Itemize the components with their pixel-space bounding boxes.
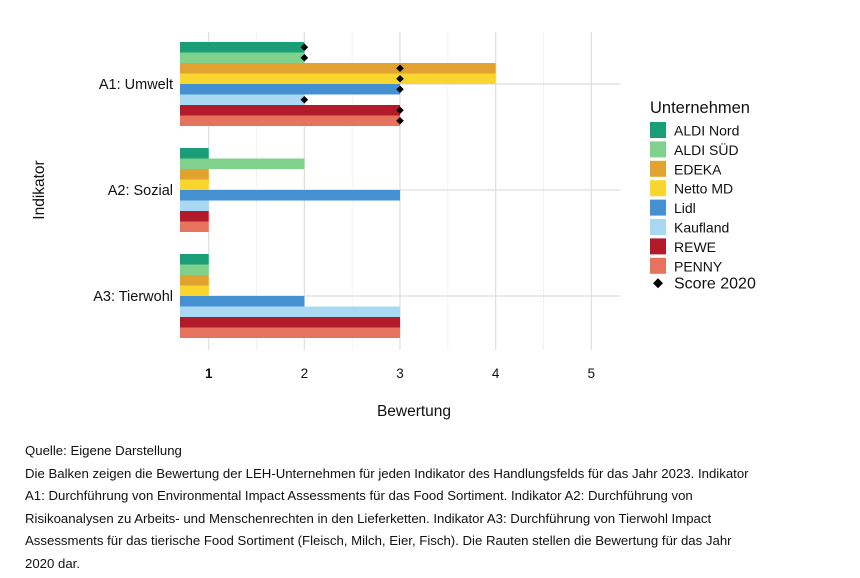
caption-line: Risikoanalysen zu Arbeits- und Menschenr… [25,510,712,526]
x-tick-label: 5 [588,366,596,381]
bar [180,317,400,328]
legend-title: Unternehmen [650,99,750,117]
bar [180,42,305,53]
legend-label: Lidl [674,200,696,216]
legend-swatch [650,180,666,197]
bar [180,148,209,159]
bar [180,105,400,116]
x-tick-label: 4 [492,366,500,381]
bar [180,221,209,232]
y-axis-label: Indikator [31,160,48,219]
legend-swatch [650,257,666,274]
score-2020-marker [396,85,404,94]
bar [180,63,496,74]
score-2020-marker [300,95,309,104]
category-label: A1: Umwelt [99,77,173,93]
score-2020-marker [396,64,404,73]
legend-swatch [650,219,666,235]
bar [180,200,209,211]
caption-line: Quelle: Eigene Darstellung [25,443,182,458]
bar [180,158,305,169]
figure-caption: Quelle: Eigene Darstellung Die Balken zei… [25,440,840,576]
caption-line: A1: Durchführung von Environmental Impac… [25,488,693,504]
x-tick-label: 3 [396,366,404,381]
legend-swatch [650,122,666,138]
bar [180,52,305,63]
score-2020-marker [396,116,404,125]
category-labels: A1: Umwelt A2: Sozial A3: Tierwohl [93,77,173,305]
bar [180,254,209,265]
legend-swatch [650,199,666,216]
bar [180,275,209,286]
legend-swatch [650,238,666,255]
legend-swatch [650,160,666,177]
legend-label: Netto MD [674,181,733,197]
x-tick-label: 2 [301,366,309,381]
caption-line: Die Balken zeigen die Bewertung der LEH-… [25,465,749,481]
bar [180,285,209,296]
bar [180,169,209,180]
bar [180,306,400,317]
caption-line: 2020 dar. [25,555,80,571]
category-label: A2: Sozial [108,183,173,199]
legend-label: ALDI Nord [674,123,739,139]
score-2020-marker [396,106,404,115]
bar [180,179,209,190]
bar [180,211,209,222]
bars [180,42,496,338]
score-2020-marker [396,74,404,83]
legend-label: Kaufland [674,220,729,236]
bar [180,296,305,307]
legend-marker-label: Score 2020 [674,276,756,293]
legend-label: ALDI SÜD [674,141,739,158]
score-2020-marker [300,53,309,62]
bar [180,264,209,275]
legend-label: EDEKA [674,161,722,177]
score-markers [300,43,404,125]
score-2020-marker [300,43,309,52]
x-axis-label: Bewertung [377,403,451,420]
caption-line: Assessments für das tierische Food Sorti… [25,533,732,549]
category-label: A3: Tierwohl [93,289,173,305]
legend-diamond-icon [653,278,663,289]
legend-swatch [650,141,666,158]
legend-label: REWE [674,239,716,255]
x-tick-label: 1 [205,366,213,381]
bar [180,94,305,105]
chart: A1: Umwelt A2: Sozial A3: Tierwohl 1 2 3 4 5 B… [31,32,756,420]
legend: Unternehmen ALDI Nord ALDI SÜD EDEKA Netto … [650,99,756,293]
x-tick-labels: 1 2 3 4 5 [205,366,595,381]
bar [180,327,400,338]
bar [180,73,496,84]
bar [180,190,400,201]
bar [180,115,400,126]
bar [180,84,400,95]
legend-label: PENNY [674,258,723,274]
